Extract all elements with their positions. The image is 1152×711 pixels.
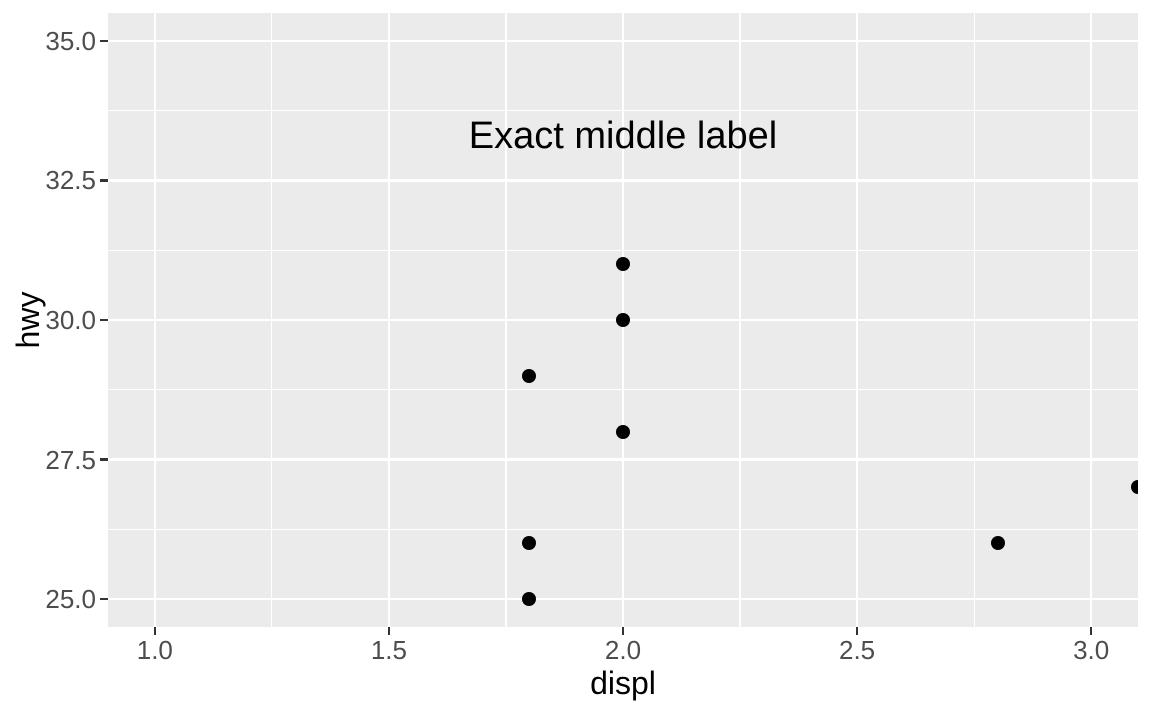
y-axis-tick-mark (100, 39, 108, 43)
horizontal-major-gridline (108, 458, 1138, 461)
y-axis-tick-label: 30.0 (45, 305, 96, 335)
horizontal-major-gridline (108, 39, 1138, 43)
horizontal-major-gridline (108, 597, 1138, 601)
x-axis-tick-mark (621, 627, 625, 635)
y-axis-tick-label: 27.5 (45, 444, 96, 475)
x-axis-tick-label: 3.0 (1073, 635, 1110, 665)
y-axis-tick-label: 32.5 (45, 165, 96, 196)
x-axis-tick-mark (1089, 627, 1093, 635)
x-axis-tick-label: 2.5 (839, 635, 876, 665)
data-point (616, 313, 630, 327)
annotation-label: Exact middle label (468, 114, 778, 157)
data-point (616, 257, 630, 272)
data-point (522, 536, 537, 551)
x-axis-tick-mark (855, 627, 859, 635)
x-axis-tick-mark (387, 627, 391, 635)
plot-panel: Exact middle label (108, 13, 1138, 627)
x-axis-tick-label: 2.0 (604, 635, 642, 665)
x-axis-tick-label: 1.5 (370, 635, 407, 665)
y-axis-tick-label: 35.0 (45, 25, 96, 56)
data-point (522, 592, 537, 607)
horizontal-major-gridline (108, 179, 1138, 182)
y-axis-tick-mark (100, 318, 108, 322)
x-axis-tick-label: 1.0 (136, 635, 173, 665)
y-axis-tick-mark (100, 179, 108, 182)
data-point (616, 424, 630, 439)
data-point (1131, 480, 1138, 495)
data-point (522, 368, 537, 383)
x-axis-tick-mark (153, 627, 157, 635)
data-point (990, 536, 1005, 551)
y-axis-tick-label: 25.0 (45, 584, 96, 615)
y-axis-tick-mark (100, 597, 108, 601)
x-axis-title: displ (590, 665, 656, 701)
y-axis-tick-mark (100, 458, 108, 461)
